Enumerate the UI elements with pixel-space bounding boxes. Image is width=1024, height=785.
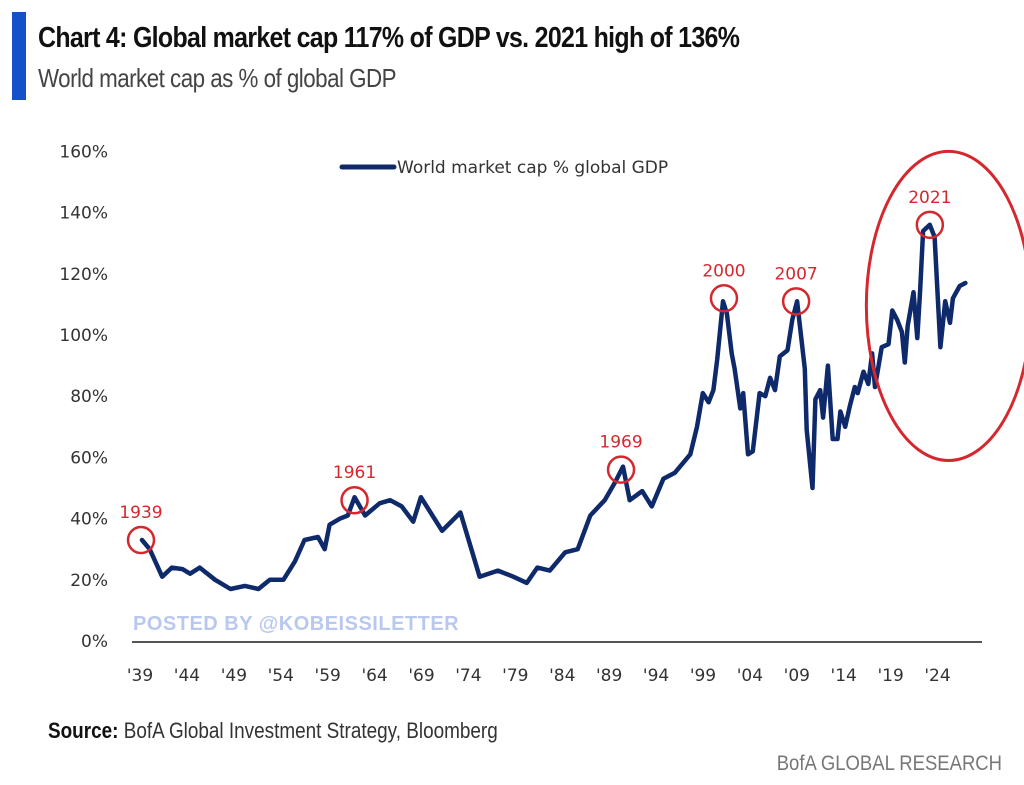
x-tick-label: '64	[361, 666, 387, 686]
x-axis-ticks: '39 '44 '49 '54 '59 '64 '69 '74 '79 '84 '89 '94 '99 '…	[127, 666, 951, 686]
series-line-world-market-cap	[139, 222, 968, 592]
annotation-label-2007: 2007	[774, 264, 817, 284]
annotation-circle-1961	[340, 485, 369, 515]
annotation-circle-2021	[915, 210, 945, 240]
annotation-label-2021: 2021	[908, 188, 951, 208]
x-tick-label: '94	[643, 666, 669, 686]
source-note: Source: BofA Global Investment Strategy,…	[48, 718, 498, 744]
annotation-circle-1939	[126, 525, 156, 555]
annotation-circle-1969	[606, 455, 636, 484]
y-tick-label: 80%	[70, 387, 108, 407]
annotation-label-1939: 1939	[119, 503, 162, 523]
x-tick-label: '84	[549, 666, 575, 686]
x-tick-label: '44	[174, 666, 200, 686]
x-tick-label: '79	[502, 666, 528, 686]
x-tick-label: '09	[784, 666, 810, 686]
y-tick-label: 120%	[59, 265, 108, 285]
y-axis-ticks: 0% 20% 40% 60% 80% 100% 120% 140% 160%	[59, 142, 108, 652]
x-tick-label: '14	[831, 666, 857, 686]
x-tick-label: '24	[924, 666, 950, 686]
y-tick-label: 40%	[70, 510, 108, 530]
y-tick-label: 160%	[59, 142, 108, 162]
x-tick-label: '74	[455, 666, 481, 686]
x-tick-label: '89	[596, 666, 622, 686]
chart-title: Chart 4: Global market cap 117% of GDP v…	[38, 22, 740, 54]
source-label: Source:	[48, 718, 119, 743]
x-tick-label: '49	[221, 666, 247, 686]
legend: World market cap % global GDP	[339, 158, 668, 178]
y-tick-label: 0%	[81, 632, 108, 652]
x-tick-label: '69	[408, 666, 434, 686]
y-tick-label: 20%	[70, 571, 108, 591]
brand-label: BofA GLOBAL RESEARCH	[776, 752, 1002, 775]
source-text: BofA Global Investment Strategy, Bloombe…	[118, 718, 498, 743]
annotation-label-2000: 2000	[702, 261, 745, 281]
annotation-label-1969: 1969	[599, 433, 642, 453]
annotation-label-1961: 1961	[333, 463, 376, 483]
y-tick-label: 60%	[70, 448, 108, 468]
x-tick-label: '04	[737, 666, 763, 686]
title-accent-bar	[12, 12, 26, 100]
y-tick-label: 100%	[59, 326, 108, 346]
annotation-circle-2000	[709, 284, 739, 313]
highlight-ellipse-2021	[864, 149, 1024, 462]
x-tick-label: '59	[315, 666, 341, 686]
watermark: POSTED BY @KOBEISSILETTER	[133, 613, 459, 635]
annotation-circle-2007	[781, 287, 811, 316]
x-tick-label: '99	[690, 666, 716, 686]
chart-subtitle: World market cap as % of global GDP	[38, 63, 397, 93]
annotations: 1939 1961 1969 2000 2007 2021	[119, 188, 951, 555]
y-tick-label: 140%	[59, 204, 108, 224]
x-tick-label: '54	[268, 666, 294, 686]
x-tick-label: '19	[877, 666, 903, 686]
x-tick-label: '39	[127, 666, 153, 686]
legend-label: World market cap % global GDP	[397, 158, 668, 178]
